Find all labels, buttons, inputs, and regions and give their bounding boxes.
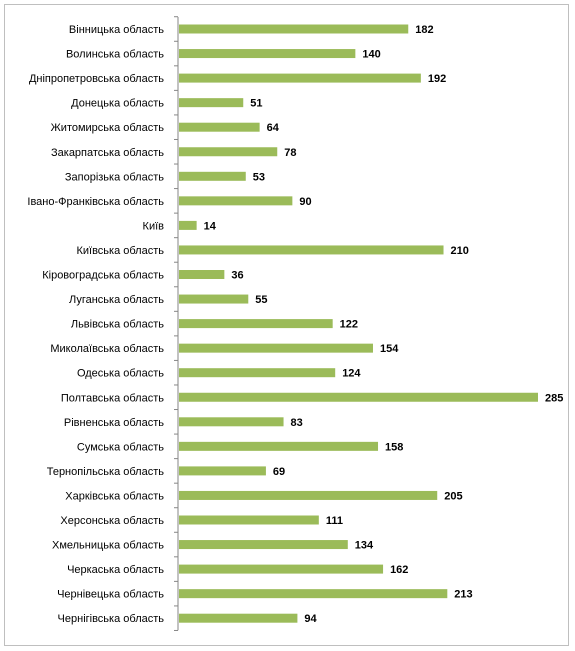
bar [179,122,260,132]
bar [179,196,293,206]
category-label: Чернігівська область [58,613,165,625]
bar [179,490,438,500]
value-label: 78 [284,147,296,159]
category-label: Сумська область [77,441,164,453]
bar [179,270,225,279]
bar [179,368,336,378]
value-label: 51 [250,98,262,110]
category-label: Закарпатська область [51,147,164,159]
category-label: Хмельницька область [52,540,164,552]
bar [179,392,538,402]
value-label: 205 [444,490,462,502]
category-label: Запорізька область [65,171,164,183]
value-label: 14 [204,220,217,232]
value-label: 154 [380,343,399,355]
value-label: 158 [385,441,403,453]
category-label: Івано-Франківська область [27,196,164,208]
category-label: Луганська область [69,294,164,306]
category-label: Київська область [76,245,164,257]
bar [179,343,373,353]
category-label: Полтавська область [61,392,164,404]
value-label: 36 [231,270,243,282]
bar [179,220,197,230]
bar [179,294,249,304]
bar [179,49,356,59]
bar [179,417,284,427]
bar [179,171,246,181]
category-label: Тернопільська область [47,466,165,478]
category-label: Вінницька область [69,24,164,36]
value-label: 192 [428,73,446,85]
bar [179,540,348,550]
category-label: Кіровоградська область [42,270,164,282]
value-label: 140 [362,49,380,61]
value-label: 111 [326,515,343,527]
value-label: 210 [451,245,469,257]
value-label: 162 [390,564,408,576]
bar [179,613,298,623]
category-label: Чернівецька область [57,589,164,601]
bar [179,466,266,476]
bar [179,98,244,108]
value-label: 182 [415,24,433,36]
value-label: 134 [355,540,374,552]
bar [179,515,319,525]
value-label: 213 [454,589,472,601]
value-label: 55 [255,294,267,306]
bar [179,147,278,157]
value-label: 122 [340,319,358,331]
value-label: 83 [291,417,303,429]
category-label: Черкаська область [67,564,164,576]
bar [179,319,333,329]
value-label: 94 [304,613,317,625]
category-label: Львівська область [71,319,164,331]
category-label: Дніпропетровська область [29,73,164,85]
category-label: Харківська область [65,490,164,502]
bar [179,245,444,255]
bar [179,441,379,451]
category-label: Рівненська область [64,417,164,429]
bar [179,589,448,599]
category-label: Донецька область [71,98,164,110]
bar [179,24,409,34]
category-label: Миколаївська область [50,343,164,355]
value-label: 69 [273,466,285,478]
bar [179,73,421,83]
value-label: 285 [545,392,563,404]
category-label: Херсонська область [60,515,164,527]
bar [179,564,384,574]
category-label: Житомирська область [51,122,165,134]
value-label: 90 [299,196,311,208]
value-label: 64 [267,122,280,134]
category-label: Одеська область [77,368,164,380]
category-label: Київ [143,220,165,232]
category-label: Волинська область [66,49,164,61]
value-label: 53 [253,171,265,183]
value-label: 124 [342,368,361,380]
